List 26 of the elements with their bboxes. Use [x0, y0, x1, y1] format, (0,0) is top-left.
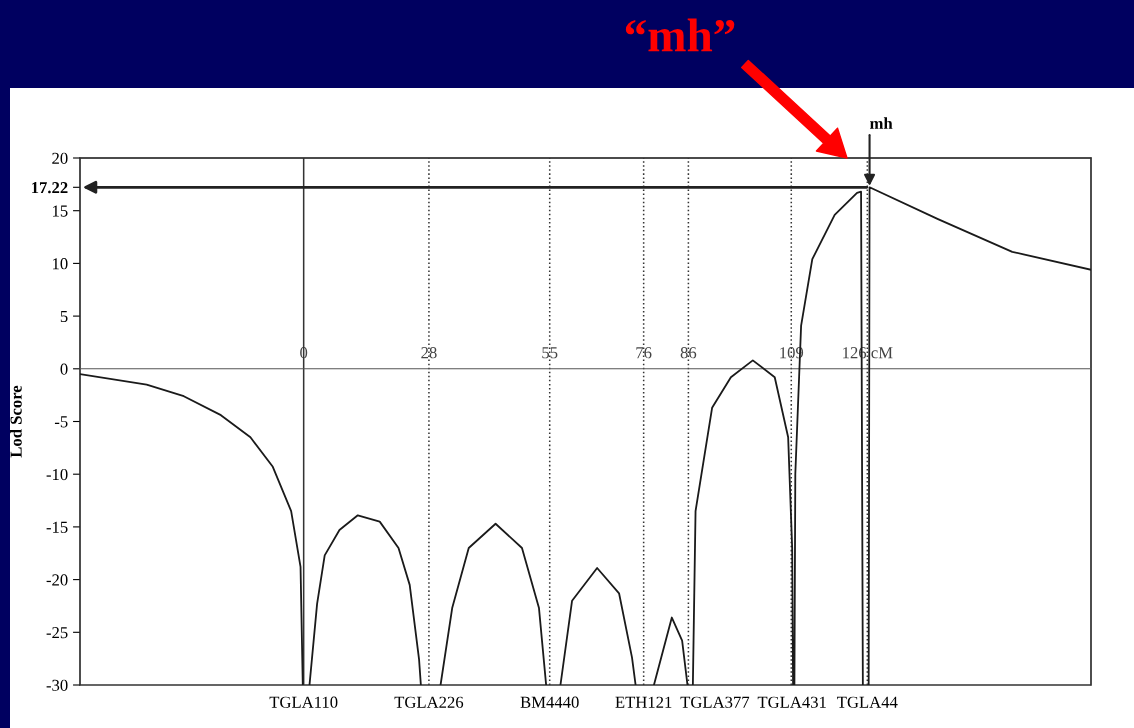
y-tick-label: -30	[46, 679, 68, 691]
y-axis-title: Lod Score	[10, 385, 22, 458]
y-tick-label: -10	[46, 468, 68, 481]
y-tick-label: -20	[46, 574, 68, 586]
text: TGLA377	[680, 696, 750, 708]
y-tick-label: 0	[60, 363, 68, 375]
y-tick-label: 5	[60, 310, 68, 323]
text: TGLA44	[837, 696, 898, 708]
text: ETH121	[615, 696, 672, 708]
y-tick-label: 15	[52, 205, 68, 217]
annotation: mh	[870, 117, 893, 129]
y-tick-label: -5	[54, 416, 68, 428]
x-tick-label: 28	[421, 347, 437, 359]
text: BM4440	[520, 696, 579, 708]
x-tick-label: 55	[542, 347, 558, 359]
text: “mh”	[625, 18, 735, 52]
y-tick-label: -15	[46, 521, 68, 533]
y-tick-label: 17.22	[32, 182, 68, 194]
x-tick-label: 76	[636, 347, 652, 359]
y-tick-label: -25	[46, 627, 68, 639]
text: TGLA226	[394, 696, 464, 708]
x-tick-label: 86	[680, 347, 697, 359]
y-tick-label: 20	[52, 152, 68, 164]
text: TGLA431	[757, 696, 826, 708]
y-tick-label: 10	[52, 258, 68, 270]
text: TGLA110	[269, 696, 338, 708]
